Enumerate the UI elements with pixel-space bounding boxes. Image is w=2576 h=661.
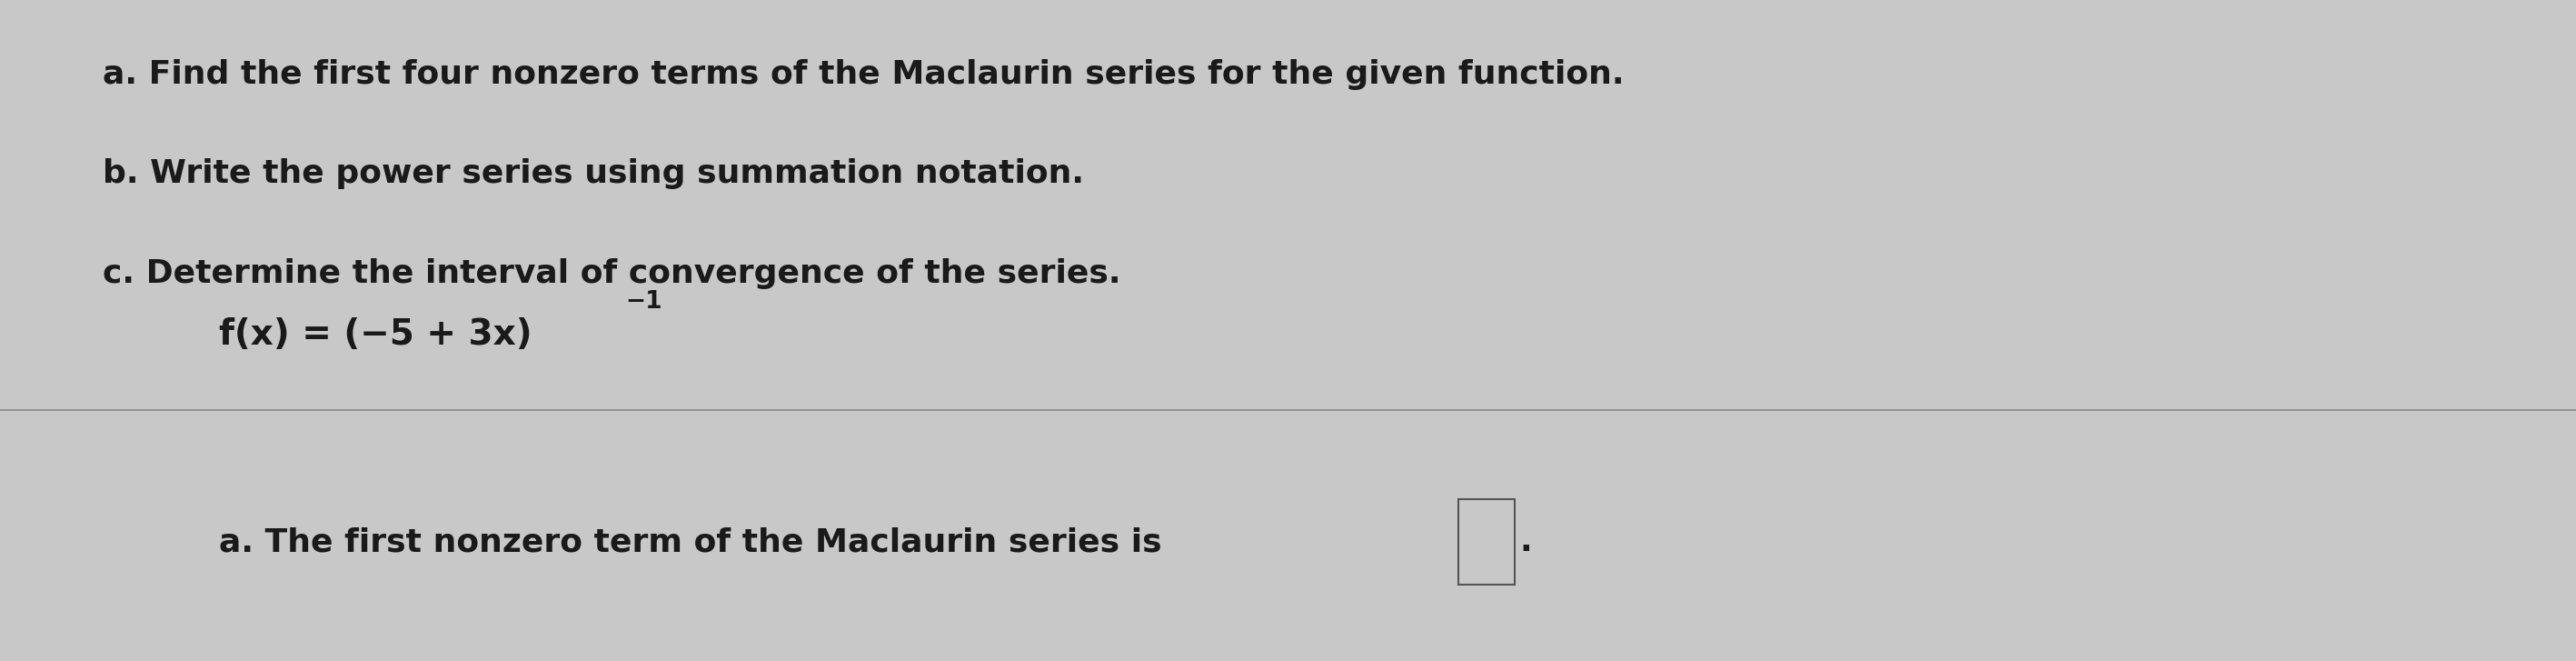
Text: b. Write the power series using summation notation.: b. Write the power series using summatio… xyxy=(103,159,1084,190)
Text: f(x) = (−5 + 3x): f(x) = (−5 + 3x) xyxy=(219,317,533,352)
Text: −1: −1 xyxy=(626,290,662,314)
Text: a. Find the first four nonzero terms of the Maclaurin series for the given funct: a. Find the first four nonzero terms of … xyxy=(103,59,1625,91)
Text: c. Determine the interval of convergence of the series.: c. Determine the interval of convergence… xyxy=(103,258,1121,289)
Text: a. The first nonzero term of the Maclaurin series is: a. The first nonzero term of the Maclaur… xyxy=(219,527,1172,557)
Text: .: . xyxy=(1520,527,1533,557)
Bar xyxy=(1458,499,1515,585)
